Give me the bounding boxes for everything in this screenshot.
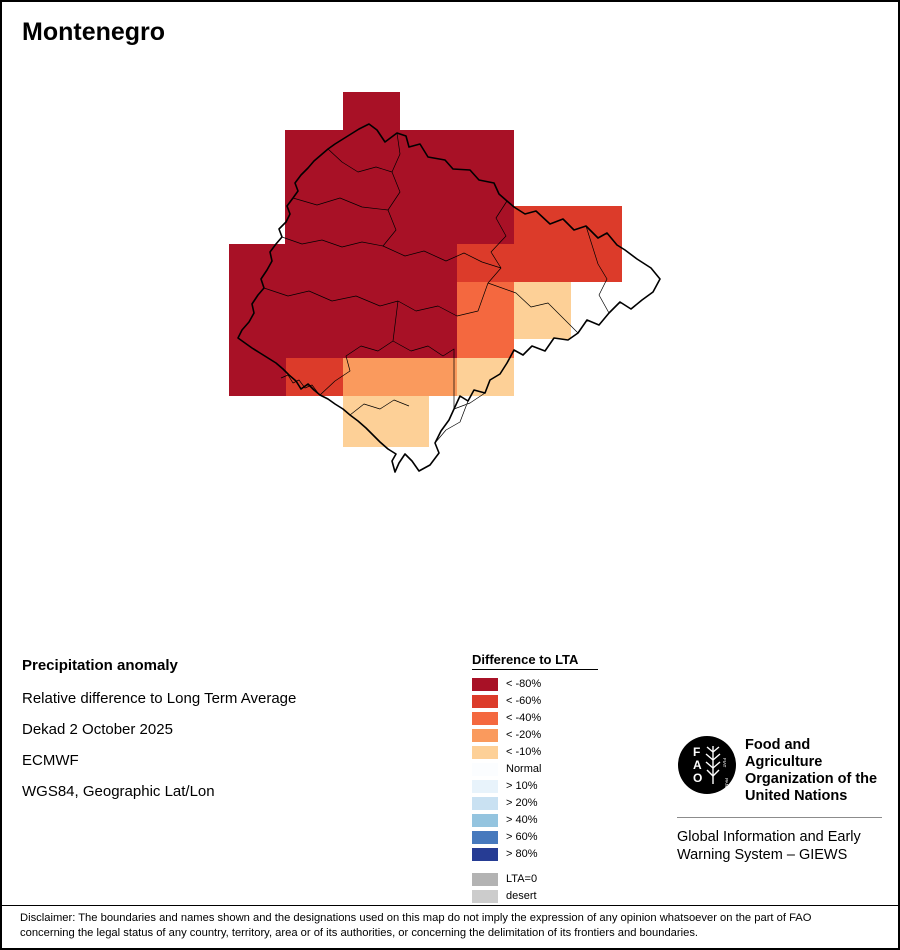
fao-motto-fiat: FIAT — [722, 758, 727, 768]
legend-swatch — [472, 797, 498, 810]
info-line-method: Relative difference to Long Term Average — [22, 690, 297, 707]
legend-item: < -20% — [472, 729, 598, 742]
legend-label: LTA=0 — [506, 873, 538, 885]
legend-item: LTA=0 — [472, 873, 598, 886]
legend-label: > 60% — [506, 831, 538, 843]
fao-divider — [677, 817, 882, 818]
legend-swatch — [472, 848, 498, 861]
legend-swatch — [472, 746, 498, 759]
precip-cell — [229, 244, 457, 358]
legend-item: desert — [472, 890, 598, 903]
info-line-dekad: Dekad 2 October 2025 — [22, 721, 173, 738]
legend-item: < -60% — [472, 695, 598, 708]
fao-org-name: Food and Agriculture Organization of the… — [745, 734, 887, 805]
precip-cell — [343, 358, 457, 396]
legend-label: Normal — [506, 763, 542, 775]
municipal-boundaries — [263, 132, 610, 444]
legend-item: < -40% — [472, 712, 598, 725]
legend-label: > 10% — [506, 780, 538, 792]
precip-cell — [514, 282, 571, 339]
legend-swatch — [472, 678, 498, 691]
country-boundary — [237, 123, 661, 473]
legend-swatch — [472, 712, 498, 725]
legend-item: > 40% — [472, 814, 598, 827]
giews-line-2: Warning System – GIEWS — [677, 847, 848, 863]
fao-org-line-2: Organization of the — [745, 771, 878, 787]
fao-letter-a: A — [693, 758, 702, 772]
fao-org-line-1: Food and Agriculture — [745, 737, 823, 770]
disclaimer: Disclaimer: The boundaries and names sho… — [2, 905, 898, 940]
info-heading: Precipitation anomaly — [22, 657, 178, 674]
precip-cell — [343, 396, 429, 447]
legend-label: < -80% — [506, 678, 542, 690]
legend: Difference to LTA < -80% < -60% < -40% < -2… — [472, 652, 598, 907]
disclaimer-line-1: Disclaimer: The boundaries and names sho… — [20, 912, 812, 924]
fao-letter-o: O — [693, 771, 702, 785]
fao-org-line-3: United Nations — [745, 788, 848, 804]
legend-label: < -10% — [506, 746, 542, 758]
legend-swatch — [472, 814, 498, 827]
precip-cells-layer — [229, 92, 622, 447]
legend-swatch — [472, 890, 498, 903]
info-line-projection: WGS84, Geographic Lat/Lon — [22, 783, 215, 800]
legend-label: desert — [506, 890, 537, 902]
legend-label: > 80% — [506, 848, 538, 860]
precip-cell — [343, 92, 400, 130]
legend-item: > 80% — [472, 848, 598, 861]
fao-block: F A O FIAT PANIS Food and Agr — [677, 734, 887, 864]
legend-item: > 20% — [472, 797, 598, 810]
legend-items: < -80% < -60% < -40% < -20% < -10% Normal > 10… — [472, 678, 598, 903]
legend-swatch — [472, 873, 498, 886]
fao-letter-f: F — [693, 745, 700, 759]
legend-swatch — [472, 763, 498, 776]
legend-item: > 10% — [472, 780, 598, 793]
info-line-source: ECMWF — [22, 752, 79, 769]
legend-item: < -10% — [472, 746, 598, 759]
giews-line-1: Global Information and Early — [677, 829, 861, 845]
montenegro-map — [229, 92, 661, 473]
page-title: Montenegro — [22, 18, 166, 46]
precip-cell — [514, 206, 622, 282]
wheat-ear-icon — [705, 746, 721, 784]
map-info-block: Precipitation anomaly Relative differenc… — [22, 657, 296, 814]
precip-cell — [457, 282, 514, 358]
legend-label: > 20% — [506, 797, 538, 809]
fao-motto-panis: PANIS — [724, 778, 729, 791]
precip-cell — [285, 130, 514, 244]
legend-swatch — [472, 831, 498, 844]
fao-logo-circle — [678, 736, 736, 794]
legend-swatch — [472, 695, 498, 708]
disclaimer-line-2: concerning the legal status of any count… — [20, 926, 699, 939]
legend-label: < -60% — [506, 695, 542, 707]
legend-label: < -40% — [506, 712, 542, 724]
legend-swatch — [472, 729, 498, 742]
legend-title: Difference to LTA — [472, 652, 598, 670]
legend-item: Normal — [472, 763, 598, 776]
giews-caption: Global Information and Early Warning Sys… — [677, 828, 887, 864]
legend-label: < -20% — [506, 729, 542, 741]
legend-item: > 60% — [472, 831, 598, 844]
fao-logo: F A O FIAT PANIS — [678, 736, 736, 794]
legend-item: < -80% — [472, 678, 598, 691]
legend-swatch — [472, 780, 498, 793]
legend-label: > 40% — [506, 814, 538, 826]
